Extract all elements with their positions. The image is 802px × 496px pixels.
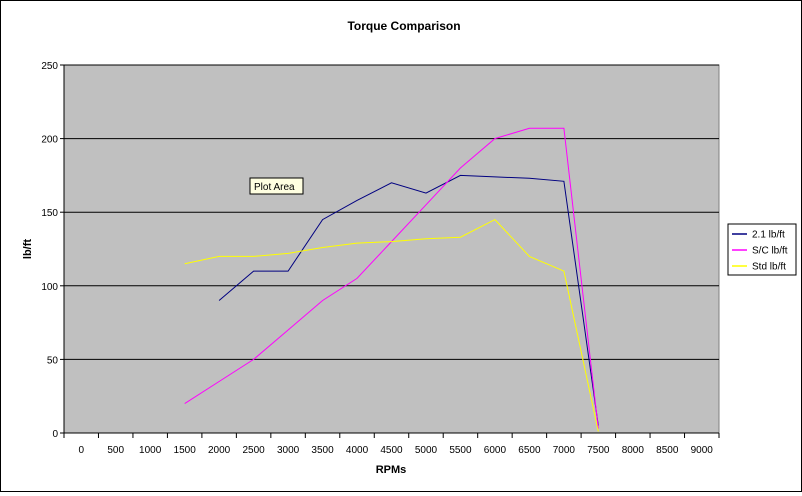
- x-tick-label: 1000: [139, 445, 162, 456]
- plot-area-tooltip: Plot Area: [249, 177, 304, 195]
- x-tick-label: 4500: [380, 445, 403, 456]
- y-tick-label: 0: [52, 429, 58, 440]
- y-tick-label: 50: [47, 355, 59, 366]
- y-tick-label: 250: [41, 61, 58, 72]
- gridlines: [64, 64, 719, 360]
- y-axis-ticks: 0 50 100 150 200 250: [41, 61, 64, 440]
- x-tick-label: 5000: [415, 445, 438, 456]
- legend-label: 2.1 lb/ft: [752, 230, 785, 241]
- x-tick-label: 6000: [484, 445, 507, 456]
- x-tick-label: 9000: [691, 445, 714, 456]
- x-tick-label: 500: [107, 445, 124, 456]
- plot-area[interactable]: [63, 64, 720, 434]
- x-tick-label: 2500: [242, 445, 265, 456]
- series-line: [184, 218, 599, 432]
- chart-title: Torque Comparison: [347, 19, 460, 33]
- x-tick-label: 5500: [449, 445, 472, 456]
- legend-label: Std lb/ft: [752, 262, 786, 273]
- tooltip-label: Plot Area: [254, 182, 295, 193]
- x-tick-label: 1500: [174, 445, 197, 456]
- x-tick-label: 8500: [656, 445, 679, 456]
- x-tick-label: 2000: [208, 445, 231, 456]
- series-line: [218, 174, 599, 426]
- series-lines: [184, 127, 599, 432]
- x-tick-label: 0: [78, 445, 84, 456]
- x-axis-label: RPMs: [376, 464, 407, 476]
- x-tick-label: 7000: [553, 445, 576, 456]
- x-axis-ticks: 0 500 1000 1500 2000 2500 3000 3500 4000 4500 5000…: [63, 433, 720, 456]
- x-tick-label: 4000: [346, 445, 369, 456]
- x-tick-label: 3500: [311, 445, 334, 456]
- y-tick-label: 200: [41, 135, 58, 146]
- x-tick-label: 3000: [277, 445, 300, 456]
- legend-label: S/C lb/ft: [752, 246, 788, 257]
- y-axis-label: lb/ft: [22, 239, 34, 259]
- x-tick-label: 7500: [587, 445, 610, 456]
- x-tick-label: 8000: [622, 445, 645, 456]
- x-tick-label: 6500: [518, 445, 541, 456]
- y-tick-label: 100: [41, 282, 58, 293]
- axes: [63, 65, 719, 434]
- legend[interactable]: 2.1 lb/ft S/C lb/ft Std lb/ft: [727, 223, 797, 276]
- y-tick-label: 150: [41, 208, 58, 219]
